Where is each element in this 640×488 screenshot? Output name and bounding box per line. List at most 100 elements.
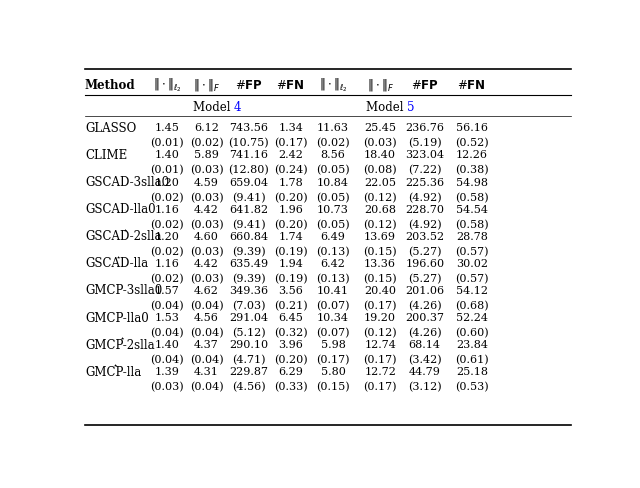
Text: (0.15): (0.15): [364, 246, 397, 257]
Text: 1.40: 1.40: [154, 150, 179, 160]
Text: 6.12: 6.12: [194, 123, 219, 133]
Text: 56.16: 56.16: [456, 123, 488, 133]
Text: 25.18: 25.18: [456, 366, 488, 377]
Text: 1.53: 1.53: [154, 312, 179, 323]
Text: 5.80: 5.80: [321, 366, 346, 377]
Text: 229.87: 229.87: [229, 366, 268, 377]
Text: 200.37: 200.37: [405, 312, 444, 323]
Text: $\star$: $\star$: [118, 334, 125, 342]
Text: (0.19): (0.19): [274, 246, 308, 257]
Text: (4.26): (4.26): [408, 300, 442, 310]
Text: (4.71): (4.71): [232, 354, 266, 365]
Text: 323.04: 323.04: [405, 150, 444, 160]
Text: (0.20): (0.20): [274, 192, 308, 203]
Text: 10.41: 10.41: [317, 285, 349, 295]
Text: (0.02): (0.02): [150, 246, 184, 257]
Text: (0.03): (0.03): [189, 192, 223, 203]
Text: 4.62: 4.62: [194, 285, 219, 295]
Text: (0.05): (0.05): [316, 192, 350, 203]
Text: GMCP-2slla: GMCP-2slla: [85, 338, 155, 351]
Text: (0.15): (0.15): [316, 382, 350, 392]
Text: 1.45: 1.45: [154, 123, 179, 133]
Text: 10.84: 10.84: [317, 177, 349, 187]
Text: (0.12): (0.12): [364, 192, 397, 203]
Text: (9.41): (9.41): [232, 219, 266, 229]
Text: (0.15): (0.15): [364, 273, 397, 284]
Text: 19.20: 19.20: [364, 312, 396, 323]
Text: (0.07): (0.07): [316, 300, 349, 310]
Text: (0.02): (0.02): [150, 273, 184, 284]
Text: 641.82: 641.82: [229, 204, 268, 214]
Text: 22.05: 22.05: [364, 177, 396, 187]
Text: 2.42: 2.42: [278, 150, 303, 160]
Text: 4: 4: [234, 101, 241, 114]
Text: 1.39: 1.39: [154, 366, 179, 377]
Text: (0.02): (0.02): [316, 138, 350, 148]
Text: $\#\mathbf{FP}$: $\#\mathbf{FP}$: [411, 79, 438, 91]
Text: 10.34: 10.34: [317, 312, 349, 323]
Text: 3.96: 3.96: [278, 340, 303, 349]
Text: 23.84: 23.84: [456, 340, 488, 349]
Text: GSCAD-2slla: GSCAD-2slla: [85, 230, 161, 243]
Text: (5.27): (5.27): [408, 273, 442, 284]
Text: 13.36: 13.36: [364, 258, 396, 268]
Text: (4.92): (4.92): [408, 192, 442, 203]
Text: (4.56): (4.56): [232, 382, 266, 392]
Text: 1.16: 1.16: [154, 204, 179, 214]
Text: CLIME: CLIME: [85, 149, 127, 162]
Text: $\star$: $\star$: [122, 225, 128, 234]
Text: (0.03): (0.03): [189, 273, 223, 284]
Text: $\star$: $\star$: [115, 253, 122, 261]
Text: 660.84: 660.84: [229, 231, 268, 241]
Text: (0.03): (0.03): [189, 219, 223, 229]
Text: (0.02): (0.02): [150, 192, 184, 203]
Text: 25.45: 25.45: [364, 123, 396, 133]
Text: (0.20): (0.20): [274, 354, 308, 365]
Text: (5.19): (5.19): [408, 138, 442, 148]
Text: (0.02): (0.02): [189, 138, 223, 148]
Text: $\|\cdot\|_F$: $\|\cdot\|_F$: [193, 77, 220, 93]
Text: 741.16: 741.16: [229, 150, 268, 160]
Text: 8.56: 8.56: [321, 150, 346, 160]
Text: 4.42: 4.42: [194, 258, 219, 268]
Text: GMCP-3slla0: GMCP-3slla0: [85, 284, 162, 297]
Text: $\#\mathbf{FP}$: $\#\mathbf{FP}$: [235, 79, 262, 91]
Text: (0.20): (0.20): [274, 219, 308, 229]
Text: 659.04: 659.04: [229, 177, 268, 187]
Text: (0.33): (0.33): [274, 382, 308, 392]
Text: 1.16: 1.16: [154, 258, 179, 268]
Text: (0.13): (0.13): [316, 273, 350, 284]
Text: 290.10: 290.10: [229, 340, 268, 349]
Text: 6.49: 6.49: [321, 231, 346, 241]
Text: (3.12): (3.12): [408, 382, 442, 392]
Text: (12.80): (12.80): [228, 165, 269, 175]
Text: 1.20: 1.20: [154, 177, 179, 187]
Text: (0.17): (0.17): [364, 354, 397, 365]
Text: (7.03): (7.03): [232, 300, 266, 310]
Text: (0.52): (0.52): [455, 138, 489, 148]
Text: GSCAD-3slla0: GSCAD-3slla0: [85, 176, 169, 189]
Text: (7.22): (7.22): [408, 165, 442, 175]
Text: (0.17): (0.17): [274, 138, 308, 148]
Text: 28.78: 28.78: [456, 231, 488, 241]
Text: (9.41): (9.41): [232, 192, 266, 203]
Text: (9.39): (9.39): [232, 246, 266, 257]
Text: (0.68): (0.68): [455, 300, 489, 310]
Text: 68.14: 68.14: [409, 340, 441, 349]
Text: 4.42: 4.42: [194, 204, 219, 214]
Text: (0.53): (0.53): [455, 382, 489, 392]
Text: GMCP-lla: GMCP-lla: [85, 365, 141, 378]
Text: (0.04): (0.04): [189, 382, 223, 392]
Text: $\#\mathbf{FN}$: $\#\mathbf{FN}$: [276, 79, 305, 91]
Text: $\#\mathbf{FN}$: $\#\mathbf{FN}$: [458, 79, 486, 91]
Text: (0.04): (0.04): [150, 300, 184, 310]
Text: 20.40: 20.40: [364, 285, 396, 295]
Text: (0.12): (0.12): [364, 219, 397, 229]
Text: 12.74: 12.74: [364, 340, 396, 349]
Text: 11.63: 11.63: [317, 123, 349, 133]
Text: 228.70: 228.70: [405, 204, 444, 214]
Text: (0.01): (0.01): [150, 138, 184, 148]
Text: (0.03): (0.03): [364, 138, 397, 148]
Text: (0.04): (0.04): [150, 327, 184, 338]
Text: (0.58): (0.58): [455, 219, 489, 229]
